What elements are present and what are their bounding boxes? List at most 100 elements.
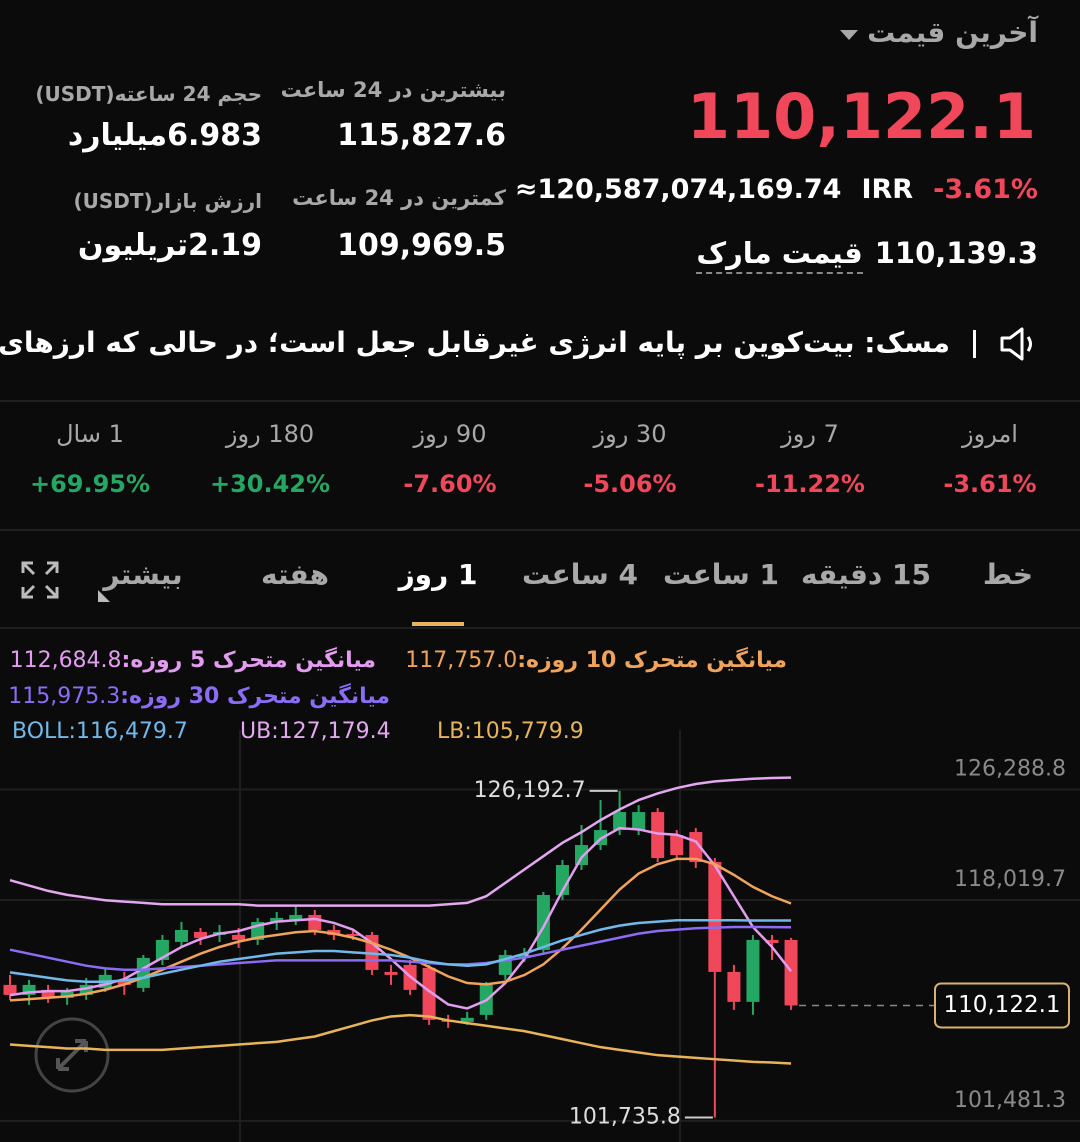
expand-icon — [56, 1039, 88, 1071]
indicator-name: BOLL: — [12, 719, 76, 744]
indicator-name: میانگین متحرک 30 روزه: — [120, 684, 390, 709]
candle-body — [632, 812, 646, 831]
indicator-name: LB: — [437, 719, 472, 744]
performance-item[interactable]: امروز -3.61% — [900, 420, 1080, 498]
last-price-tag-label: 110,122.1 — [943, 992, 1060, 1018]
last-price-tag — [934, 982, 1070, 1029]
indicator-value: 127,179.4 — [278, 719, 391, 744]
period-change: -5.06% — [583, 470, 677, 498]
y-tick-label: 118,019.7 — [954, 867, 1066, 892]
annotation-label: 126,192.7 — [474, 778, 586, 803]
indicator-value: 117,757.0 — [405, 648, 518, 673]
performance-item[interactable]: 7 روز -11.22% — [720, 420, 900, 498]
divider — [0, 529, 1080, 531]
more-triangle — [98, 590, 110, 602]
indicator-line — [9, 1013, 792, 1065]
speaker-icon[interactable] — [998, 326, 1040, 362]
period-change: -11.22% — [755, 470, 865, 498]
expand-button[interactable] — [34, 1017, 110, 1093]
fullscreen-icon[interactable] — [20, 560, 60, 600]
period-label: 1 سال — [56, 420, 124, 448]
indicator-item[interactable]: میانگین متحرک 30 روزه:115,975.3 — [8, 684, 390, 709]
timeframe-tab[interactable]: 1 روز — [398, 558, 478, 591]
indicator-name: میانگین متحرک 5 روزه: — [121, 648, 376, 673]
irr-currency: IRR — [861, 174, 914, 205]
candle-body — [670, 835, 684, 856]
last-price: 110,122.1 — [686, 80, 1036, 153]
indicator-item[interactable]: میانگین متحرک 10 روزه:117,757.0 — [405, 648, 787, 673]
timeframe-tab[interactable]: 15 دقیقه — [801, 558, 931, 591]
candle-body — [575, 845, 588, 866]
indicator-item[interactable]: میانگین متحرک 5 روزه:112,684.8 — [10, 648, 376, 673]
candle-body — [765, 939, 779, 943]
divider — [0, 400, 1080, 402]
timeframe-tab[interactable]: 4 ساعت — [521, 558, 639, 591]
candle-body — [136, 957, 150, 988]
candle-body — [708, 862, 722, 972]
indicator-item[interactable]: LB:105,779.9 — [437, 719, 584, 744]
timeframe-tab[interactable]: هفته — [261, 558, 329, 591]
low-value: 109,969.5 — [337, 228, 506, 263]
period-label: 30 روز — [593, 420, 667, 448]
news-text[interactable]: مسک: بیت‌کوین بر پایه انرژی غیرقابل جعل … — [0, 326, 950, 359]
candle-body — [174, 929, 188, 942]
indicator-value: 105,779.9 — [471, 719, 584, 744]
y-tick-label: 126,288.8 — [954, 757, 1066, 782]
dropdown-arrow[interactable] — [840, 30, 858, 40]
irr-row: ≈120,587,074,169.74 IRR -3.61% — [515, 174, 1038, 205]
candle-body — [270, 917, 284, 922]
candle-body — [422, 967, 436, 1020]
high-value: 115,827.6 — [337, 118, 506, 153]
news-separator — [973, 330, 976, 358]
candle-body — [22, 984, 36, 995]
performance-item[interactable]: 1 سال +69.95% — [0, 420, 180, 498]
volume-value: 6.983میلیارد — [67, 118, 262, 153]
indicator-value: 115,975.3 — [8, 684, 121, 709]
performance-item[interactable]: 90 روز -7.60% — [360, 420, 540, 498]
period-label: 7 روز — [781, 420, 839, 448]
indicator-item[interactable]: BOLL:116,479.7 — [12, 719, 188, 744]
candle-body — [460, 1017, 474, 1022]
candle-body — [651, 812, 665, 859]
candle-body — [784, 939, 798, 1006]
candle-body — [289, 914, 303, 920]
indicator-name: UB: — [240, 719, 279, 744]
annotation-label: 101,735.8 — [569, 1104, 681, 1129]
period-change: -3.61% — [943, 470, 1037, 498]
period-change: +69.95% — [29, 470, 151, 498]
timeframe-tab[interactable]: خط — [982, 558, 1034, 591]
volume-label: حجم 24 ساعته(USDT) — [35, 82, 262, 106]
candle-body — [727, 971, 741, 1002]
candle-body — [60, 991, 74, 998]
candle-body — [194, 931, 207, 938]
candle-body — [117, 979, 131, 985]
candle-body — [308, 914, 322, 930]
mark-row: قیمت مارک 110,139.3 — [696, 236, 1038, 274]
mark-price: 110,139.3 — [874, 236, 1038, 270]
indicator-line — [9, 776, 792, 907]
period-label: امروز — [962, 420, 1018, 448]
timeframe-tab[interactable]: بیشتر — [103, 558, 183, 591]
timeframe-tab[interactable]: 1 ساعت — [662, 558, 780, 591]
mark-price-label[interactable]: قیمت مارک — [696, 236, 863, 274]
performance-item[interactable]: 30 روز -5.06% — [540, 420, 720, 498]
performance-item[interactable]: 180 روز +30.42% — [180, 420, 360, 498]
active-tab-underline — [412, 622, 464, 626]
indicator-line — [9, 925, 792, 971]
candle-body — [79, 984, 93, 995]
cap-label: ارزش بازار(USDT) — [73, 189, 262, 213]
indicator-line — [9, 919, 792, 983]
cap-value: 2.19تریلیون — [77, 228, 262, 263]
indicator-item[interactable]: UB:127,179.4 — [240, 719, 391, 744]
candle-body — [232, 934, 246, 940]
period-label: 180 روز — [225, 420, 315, 448]
y-tick-label: 101,481.3 — [954, 1088, 1066, 1113]
candle-body — [3, 984, 17, 995]
candle-body — [384, 971, 398, 975]
candle-body — [41, 989, 55, 998]
high-label: بیشترین در 24 ساعت — [280, 78, 506, 102]
last-price-label[interactable]: آخرین قیمت — [867, 16, 1038, 49]
indicator-name: میانگین متحرک 10 روزه: — [517, 648, 787, 673]
price-change: -3.61% — [933, 174, 1038, 205]
